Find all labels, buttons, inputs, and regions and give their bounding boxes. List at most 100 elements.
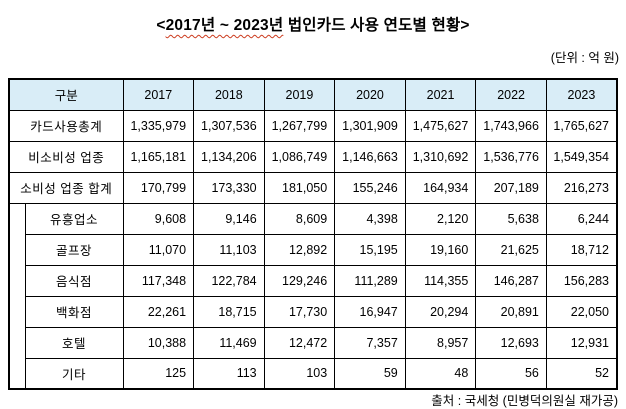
value-cell: 125 xyxy=(122,357,195,390)
row-label: 백화점 xyxy=(24,295,124,328)
row-label: 소비성 업종 합계 xyxy=(8,171,124,204)
value-cell: 12,892 xyxy=(263,233,336,266)
value-cell: 117,348 xyxy=(122,264,195,297)
header-cell-2017: 2017 xyxy=(122,78,195,111)
value-cell: 48 xyxy=(404,357,477,390)
value-cell: 19,160 xyxy=(404,233,477,266)
value-cell: 113 xyxy=(193,357,265,390)
value-cell: 20,294 xyxy=(404,295,477,328)
value-cell: 2,120 xyxy=(404,202,477,235)
value-cell: 20,891 xyxy=(475,295,547,328)
source-prefix: 출처 : 국세청 ( xyxy=(431,394,507,408)
value-cell: 12,931 xyxy=(545,326,618,359)
header-cell-2023: 2023 xyxy=(545,78,618,111)
row-label: 기타 xyxy=(24,357,124,390)
value-cell: 170,799 xyxy=(122,171,195,204)
value-cell: 11,070 xyxy=(122,233,195,266)
table-body: 카드사용총계 1,335,979 1,307,536 1,267,799 1,301,9… xyxy=(8,109,618,390)
table-row: 비소비성 업종 1,165,181 1,134,206 1,086,749 1,146,… xyxy=(8,140,618,173)
value-cell: 18,712 xyxy=(545,233,618,266)
source-suffix: 재가공) xyxy=(575,394,618,408)
row-label: 유흥업소 xyxy=(24,202,124,235)
value-cell: 12,472 xyxy=(263,326,336,359)
value-cell: 114,355 xyxy=(404,264,477,297)
table-row: 유흥업소 9,608 9,146 8,609 4,398 2,120 5,638 6,244 xyxy=(8,202,618,390)
header-row: 구분 2017 2018 2019 2020 2021 2022 2023 xyxy=(8,78,618,111)
value-cell: 1,310,692 xyxy=(404,140,477,173)
data-table: 구분 2017 2018 2019 2020 2021 2022 2023 카드… xyxy=(8,78,618,390)
value-cell: 18,715 xyxy=(193,295,265,328)
header-cell-gubun: 구분 xyxy=(8,78,124,111)
value-cell: 4,398 xyxy=(334,202,406,235)
value-cell: 122,784 xyxy=(193,264,265,297)
value-cell: 22,050 xyxy=(545,295,618,328)
title-rest: 법인카드 사용 연도별 현황> xyxy=(283,17,470,34)
table-row: 음식점 117,348 122,784 129,246 111,289 114,355 14… xyxy=(9,264,618,297)
value-cell: 1,301,909 xyxy=(334,109,406,142)
table-row: 카드사용총계 1,335,979 1,307,536 1,267,799 1,301,9… xyxy=(8,109,618,142)
table-row: 소비성 업종 합계 170,799 173,330 181,050 155,246 164… xyxy=(8,171,618,204)
value-cell: 216,273 xyxy=(545,171,618,204)
header-cell-2020: 2020 xyxy=(334,78,406,111)
header-cell-2018: 2018 xyxy=(193,78,265,111)
source-org: 민병덕의원실 xyxy=(506,394,576,408)
table-row: 골프장 11,070 11,103 12,892 15,195 19,160 21,625 1… xyxy=(9,233,618,266)
row-label: 골프장 xyxy=(24,233,124,266)
value-cell: 1,549,354 xyxy=(545,140,618,173)
value-cell: 7,357 xyxy=(334,326,406,359)
value-cell: 56 xyxy=(475,357,547,390)
value-cell: 8,609 xyxy=(263,202,336,235)
header-cell-2019: 2019 xyxy=(263,78,336,111)
row-label: 호텔 xyxy=(24,326,124,359)
value-cell: 156,283 xyxy=(545,264,618,297)
value-cell: 22,261 xyxy=(122,295,195,328)
value-cell: 1,335,979 xyxy=(122,109,195,142)
value-cell: 10,388 xyxy=(122,326,195,359)
value-cell: 1,134,206 xyxy=(193,140,265,173)
value-cell: 1,086,749 xyxy=(263,140,336,173)
value-cell: 1,475,627 xyxy=(404,109,477,142)
value-cell: 155,246 xyxy=(334,171,406,204)
value-cell: 1,765,627 xyxy=(545,109,618,142)
value-cell: 21,625 xyxy=(475,233,547,266)
title-year-range: 2017년 ~ 2023년 xyxy=(165,17,284,34)
page-title: <2017년 ~ 2023년 법인카드 사용 연도별 현황> xyxy=(0,13,626,35)
value-cell: 1,146,663 xyxy=(334,140,406,173)
row-label: 음식점 xyxy=(24,264,124,297)
value-cell: 59 xyxy=(334,357,406,390)
unit-label: (단위 : 억 원) xyxy=(550,51,619,65)
value-cell: 103 xyxy=(263,357,336,390)
value-cell: 1,165,181 xyxy=(122,140,195,173)
value-cell: 11,469 xyxy=(193,326,265,359)
value-cell: 9,608 xyxy=(122,202,195,235)
row-label: 카드사용총계 xyxy=(8,109,124,142)
value-cell: 207,189 xyxy=(475,171,547,204)
table-row: 백화점 22,261 18,715 17,730 16,947 20,294 20,891 2… xyxy=(9,295,618,328)
value-cell: 6,244 xyxy=(545,202,618,235)
value-cell: 5,638 xyxy=(475,202,547,235)
value-cell: 164,934 xyxy=(404,171,477,204)
source-note: 출처 : 국세청 (민병덕의원실 재가공) xyxy=(431,390,618,409)
value-cell: 173,330 xyxy=(193,171,265,204)
value-cell: 181,050 xyxy=(263,171,336,204)
value-cell: 15,195 xyxy=(334,233,406,266)
value-cell: 9,146 xyxy=(193,202,265,235)
value-cell: 129,246 xyxy=(263,264,336,297)
value-cell: 8,957 xyxy=(404,326,477,359)
value-cell: 1,307,536 xyxy=(193,109,265,142)
header-cell-2021: 2021 xyxy=(404,78,477,111)
header-cell-2022: 2022 xyxy=(475,78,547,111)
indent-spacer xyxy=(8,202,26,390)
value-cell: 1,267,799 xyxy=(263,109,336,142)
title-prefix: < xyxy=(156,17,166,34)
table-row: 기타 125 113 103 59 48 56 52 xyxy=(9,357,618,390)
value-cell: 1,536,776 xyxy=(475,140,547,173)
value-cell: 111,289 xyxy=(334,264,406,297)
row-label: 비소비성 업종 xyxy=(8,140,124,173)
value-cell: 11,103 xyxy=(193,233,265,266)
value-cell: 17,730 xyxy=(263,295,336,328)
value-cell: 52 xyxy=(545,357,618,390)
table-row: 호텔 10,388 11,469 12,472 7,357 8,957 12,693 12,9… xyxy=(9,326,618,359)
value-cell: 146,287 xyxy=(475,264,547,297)
